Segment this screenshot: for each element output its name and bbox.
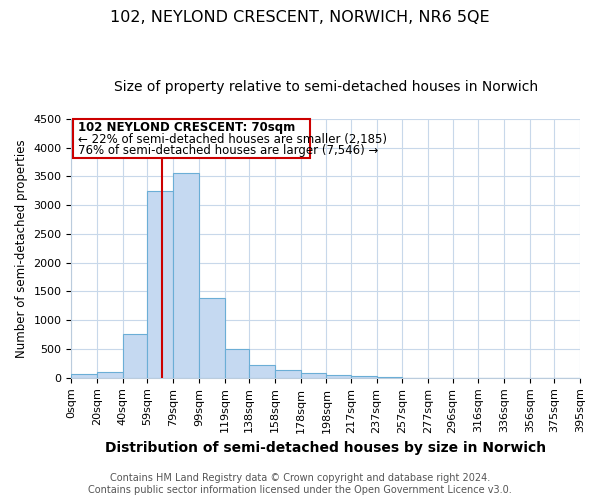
- Text: ← 22% of semi-detached houses are smaller (2,185): ← 22% of semi-detached houses are smalle…: [78, 133, 387, 146]
- Bar: [224, 349, 249, 378]
- Bar: [351, 376, 377, 378]
- Bar: [173, 173, 199, 378]
- Bar: [301, 373, 326, 378]
- Text: 76% of semi-detached houses are larger (7,546) →: 76% of semi-detached houses are larger (…: [78, 144, 378, 158]
- FancyBboxPatch shape: [73, 120, 310, 158]
- Title: Size of property relative to semi-detached houses in Norwich: Size of property relative to semi-detach…: [113, 80, 538, 94]
- Bar: [326, 375, 351, 378]
- Text: 102, NEYLOND CRESCENT, NORWICH, NR6 5QE: 102, NEYLOND CRESCENT, NORWICH, NR6 5QE: [110, 10, 490, 25]
- Bar: [123, 334, 148, 378]
- Bar: [249, 364, 275, 378]
- Bar: [377, 376, 403, 378]
- Y-axis label: Number of semi-detached properties: Number of semi-detached properties: [15, 139, 28, 358]
- Bar: [97, 372, 123, 378]
- Text: 102 NEYLOND CRESCENT: 70sqm: 102 NEYLOND CRESCENT: 70sqm: [78, 121, 295, 134]
- Text: Contains HM Land Registry data © Crown copyright and database right 2024.
Contai: Contains HM Land Registry data © Crown c…: [88, 474, 512, 495]
- Bar: [199, 298, 224, 378]
- Bar: [275, 370, 301, 378]
- X-axis label: Distribution of semi-detached houses by size in Norwich: Distribution of semi-detached houses by …: [105, 441, 546, 455]
- Bar: [71, 374, 97, 378]
- Bar: [148, 192, 173, 378]
